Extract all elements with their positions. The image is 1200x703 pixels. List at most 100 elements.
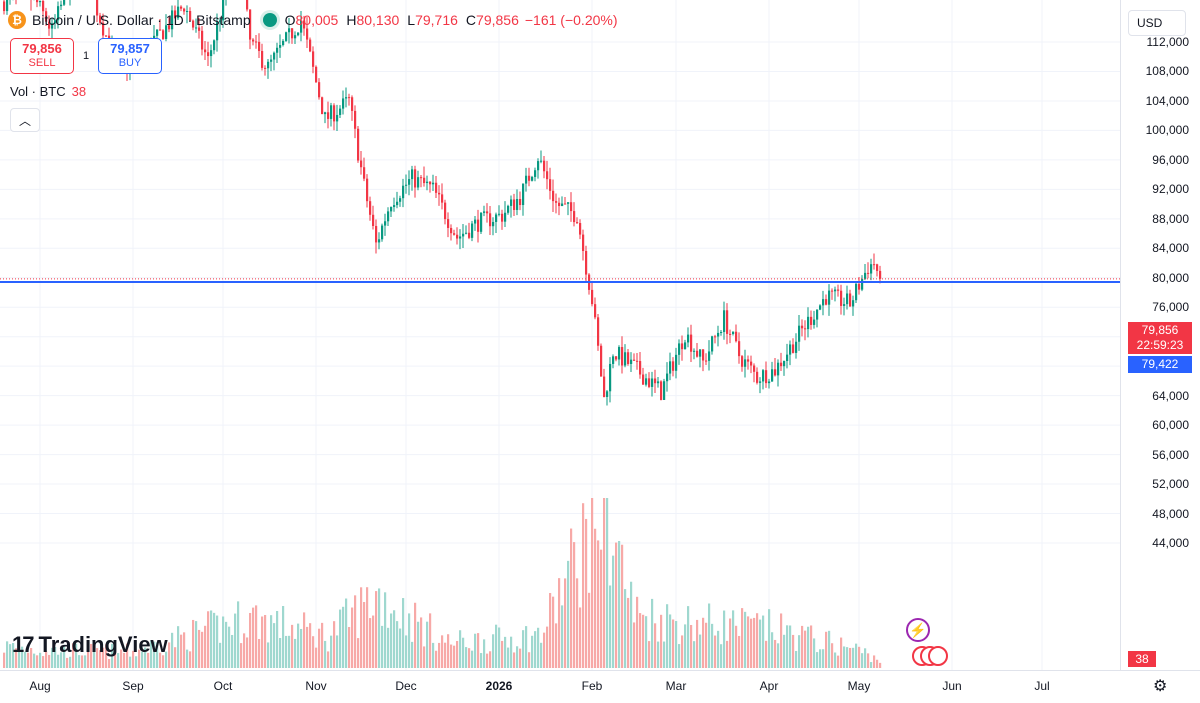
candle: [744, 350, 746, 378]
time-tick-label: 2026: [486, 679, 513, 693]
volume-bar: [702, 618, 704, 668]
volume-bar: [252, 608, 254, 668]
volume-bar: [399, 629, 401, 668]
candle: [402, 179, 404, 207]
volume-bar: [504, 637, 506, 668]
volume-bar: [405, 635, 407, 668]
volume-bar: [837, 656, 839, 668]
event-marker-icon[interactable]: [928, 646, 948, 666]
volume-bar: [849, 648, 851, 668]
candle: [483, 206, 485, 216]
volume-bar: [609, 585, 611, 668]
volume-bar: [765, 641, 767, 668]
candle: [405, 175, 407, 194]
candle: [423, 167, 425, 187]
candle: [582, 230, 584, 261]
volume-bar: [258, 639, 260, 668]
volume-bar: [237, 601, 239, 668]
candle: [828, 284, 830, 316]
volume-bar: [492, 634, 494, 668]
candle: [597, 314, 599, 351]
lightning-event-icon[interactable]: ⚡: [906, 618, 930, 642]
candle: [804, 320, 806, 340]
volume-bar: [618, 541, 620, 668]
volume-bar: [711, 624, 713, 668]
time-tick-label: Oct: [214, 679, 233, 693]
volume-bar: [465, 647, 467, 668]
volume-bar: [540, 643, 542, 668]
candle: [852, 296, 854, 316]
volume-bar: [726, 641, 728, 668]
volume-bar: [345, 599, 347, 668]
candle: [348, 94, 350, 106]
market-status-icon[interactable]: [263, 13, 277, 27]
volume-bar: [333, 621, 335, 668]
candle: [315, 65, 317, 83]
candle: [726, 303, 728, 344]
candle: [813, 311, 815, 329]
candle: [717, 326, 719, 347]
volume-bar: [336, 635, 338, 668]
candle: [282, 39, 284, 46]
candle: [459, 229, 461, 249]
candle: [792, 338, 794, 353]
volume-bar: [660, 615, 662, 668]
candle: [669, 353, 671, 380]
candle: [528, 168, 530, 186]
volume-bar: [606, 498, 608, 668]
candle: [642, 368, 644, 385]
tradingview-logo[interactable]: 17 TradingView: [12, 632, 168, 658]
volume-bar: [129, 657, 131, 668]
candle: [879, 266, 881, 284]
volume-bar: [879, 663, 881, 668]
candle: [819, 304, 821, 310]
candle: [630, 352, 632, 372]
symbol-title[interactable]: Bitcoin / U.S. Dollar · 1D · Bitstamp: [32, 12, 251, 28]
volume-bar: [435, 651, 437, 668]
candle: [774, 358, 776, 377]
sell-button[interactable]: 79,856 SELL: [10, 38, 74, 74]
volume-bar: [585, 519, 587, 668]
volume-bar: [795, 651, 797, 668]
volume-bar: [189, 651, 191, 668]
candle: [675, 348, 677, 378]
gear-icon[interactable]: ⚙: [1153, 676, 1167, 696]
volume-bar: [234, 614, 236, 668]
candle: [699, 349, 701, 367]
candle: [465, 225, 467, 234]
volume-bar: [594, 529, 596, 668]
candle: [366, 174, 368, 207]
candle: [618, 345, 620, 365]
candle: [591, 282, 593, 306]
candle: [600, 343, 602, 376]
horizontal-line-price-label[interactable]: 79,422: [1128, 356, 1192, 373]
candle: [258, 33, 260, 58]
candle: [768, 379, 770, 389]
volume-bar: [798, 635, 800, 668]
volume-bar: [381, 626, 383, 668]
volume-bar: [366, 587, 368, 668]
volume-bar: [246, 637, 248, 668]
volume-bar: [306, 627, 308, 668]
volume-bar: [327, 651, 329, 668]
buy-button[interactable]: 79,857 BUY: [98, 38, 162, 74]
volume-bar: [534, 631, 536, 668]
volume-bar: [819, 649, 821, 668]
chart-pane[interactable]: [0, 0, 1120, 670]
currency-selector[interactable]: USD: [1128, 10, 1186, 36]
candle: [801, 319, 803, 336]
candle: [558, 198, 560, 216]
chart-canvas[interactable]: [0, 0, 1120, 670]
volume-bar: [108, 659, 110, 668]
volume-bar: [597, 540, 599, 668]
volume-bar: [723, 611, 725, 668]
volume-bar: [612, 556, 614, 668]
volume-bar: [477, 633, 479, 668]
candle: [621, 336, 623, 373]
volume-bar: [432, 643, 434, 668]
volume-bar: [375, 591, 377, 668]
collapse-legend-button[interactable]: ︿: [10, 108, 40, 132]
candle: [354, 105, 356, 138]
